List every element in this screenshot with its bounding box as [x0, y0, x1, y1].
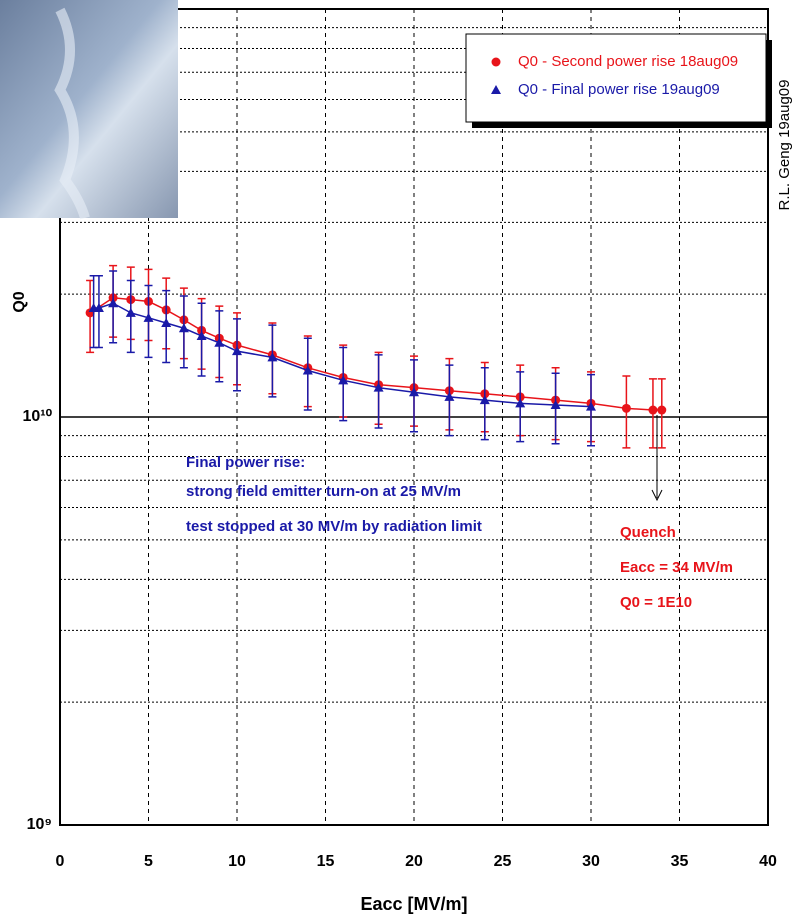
marker: [161, 317, 172, 327]
marks: [85, 264, 667, 449]
marker: [143, 312, 154, 322]
x-tick-label: 5: [144, 853, 153, 870]
marker: [444, 391, 455, 401]
marker: [232, 346, 242, 356]
x-tick-label: 10: [228, 853, 246, 870]
marker: [196, 330, 207, 340]
x-tick-label: 25: [494, 853, 512, 870]
marker: [657, 405, 667, 415]
marker: [550, 400, 561, 410]
annotation-line: Q0 = 1E10: [620, 594, 692, 611]
marker: [648, 405, 658, 415]
annotation-line: strong field emitter turn-on at 25 MV/m: [186, 483, 461, 500]
marker: [373, 382, 384, 392]
y-axis-label: Q0: [11, 291, 28, 312]
marker: [93, 302, 104, 312]
x-tick-label: 35: [671, 853, 689, 870]
x-tick-label: 30: [582, 853, 600, 870]
legend: [465, 33, 767, 123]
marker: [621, 403, 631, 413]
legend-entries: Q0 - Second power rise 18aug09 Q0 - Final…: [491, 53, 738, 98]
photo-detail: [54, 7, 90, 220]
marker: [178, 323, 189, 333]
author-note: R.L. Geng 19aug09: [776, 80, 793, 211]
marker: [302, 365, 313, 375]
annotation-line: Quench: [620, 524, 676, 541]
annotation-line: test stopped at 30 MV/m by radiation lim…: [186, 518, 482, 535]
marker: [338, 375, 349, 385]
x-tick-label: 40: [759, 853, 777, 870]
x-tick-label: 0: [56, 853, 65, 870]
series-line: [89, 296, 662, 411]
marker: [214, 337, 225, 347]
legend-label: Q0 - Final power rise 19aug09: [518, 81, 720, 98]
plot-frame: [59, 8, 769, 826]
x-tick-label: 20: [405, 853, 423, 870]
marker: [125, 307, 136, 317]
legend-label: Q0 - Second power rise 18aug09: [518, 53, 738, 70]
marker: [409, 387, 419, 397]
y-tick-label: 10¹⁰: [22, 408, 52, 425]
x-tick-label: 15: [317, 853, 335, 870]
marker: [108, 298, 119, 308]
marker: [479, 395, 490, 405]
x-axis-label: Eacc [MV/m]: [360, 894, 467, 914]
photo-inset: [0, 0, 178, 218]
y-tick-label: 10⁹: [27, 816, 52, 833]
annotation-line: Final power rise:: [186, 454, 305, 471]
marker: [491, 57, 501, 67]
marker: [267, 352, 278, 362]
marker: [515, 398, 526, 408]
annotation-line: Eacc = 34 MV/m: [620, 559, 733, 576]
quench-arrowhead: [651, 489, 663, 502]
marker: [491, 85, 501, 94]
marker: [586, 401, 596, 411]
